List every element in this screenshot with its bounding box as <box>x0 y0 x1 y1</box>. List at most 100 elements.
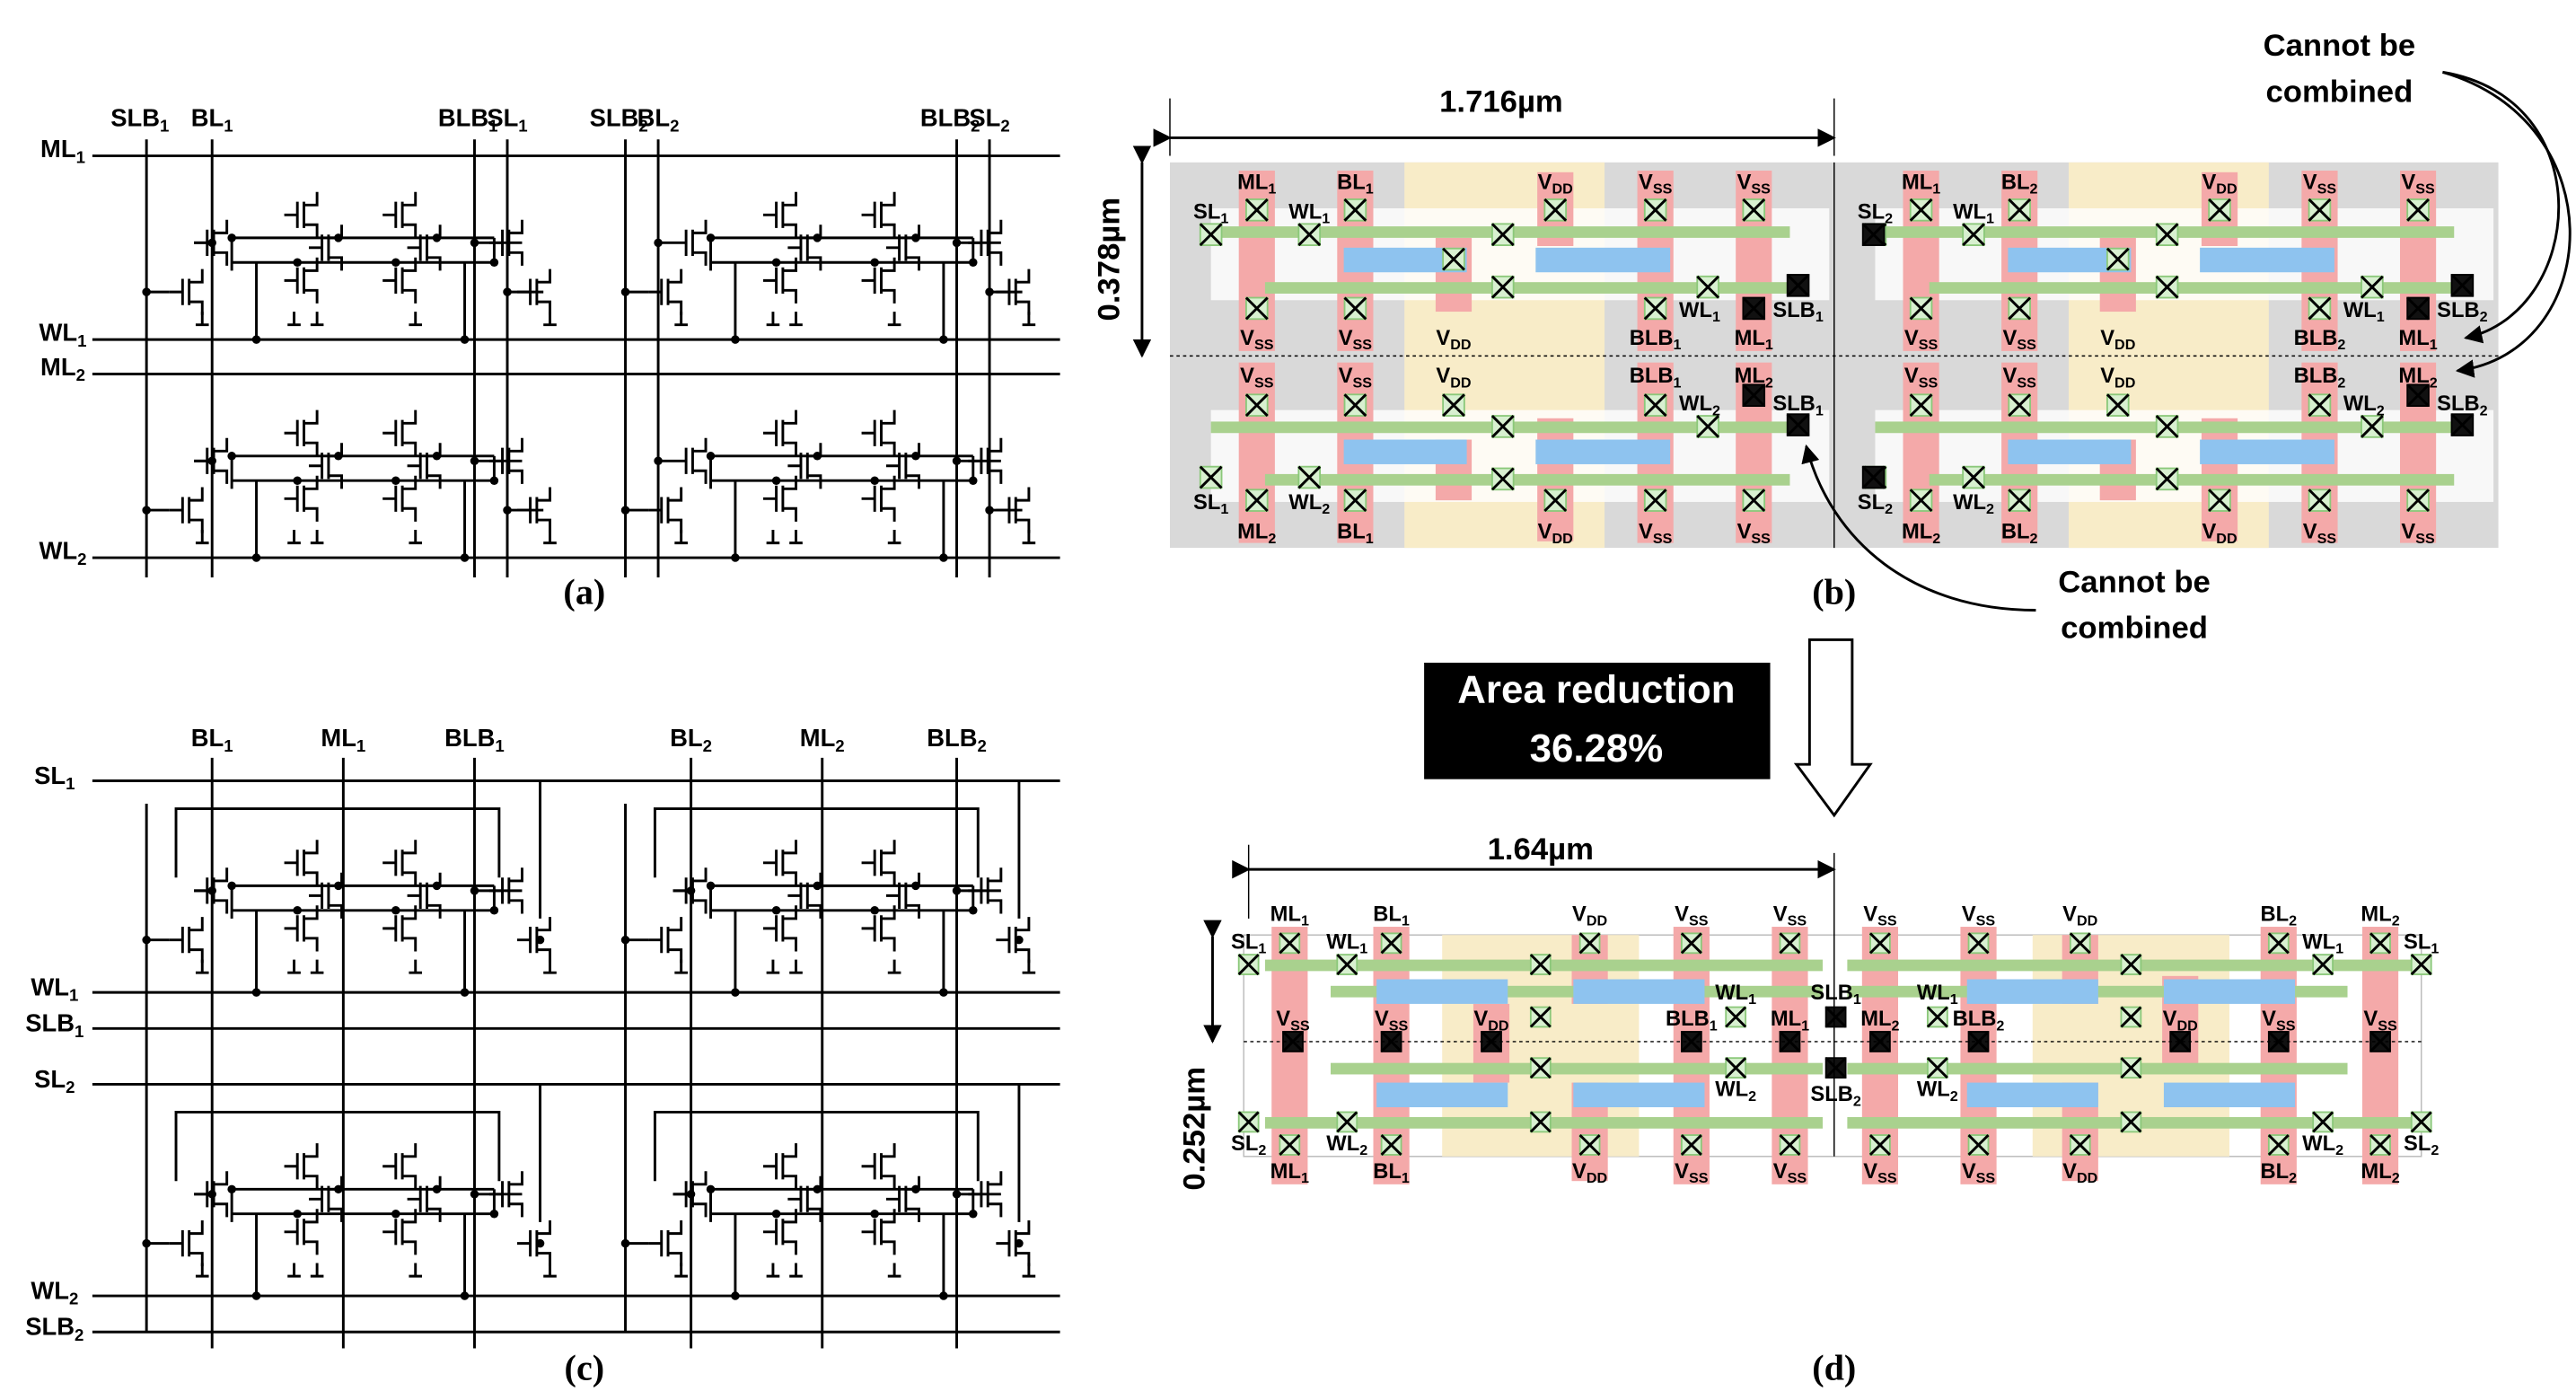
subscript: 1 <box>1322 211 1330 227</box>
layout-label: SL1 <box>2404 931 2439 957</box>
subscript: 1 <box>1366 531 1374 547</box>
junction <box>293 1210 301 1218</box>
junction <box>939 1291 947 1299</box>
subscript: DD <box>1552 181 1573 198</box>
subscript: SS <box>1751 181 1771 198</box>
transistor <box>382 192 416 238</box>
ground <box>767 530 780 543</box>
label-base: BL <box>1337 172 1366 195</box>
junction <box>687 886 695 894</box>
subscript: 1 <box>1359 941 1367 957</box>
subscript: DD <box>1450 338 1471 354</box>
label-base: SL <box>2404 1132 2431 1156</box>
subscript: DD <box>1488 1018 1508 1034</box>
subscript: 1 <box>1402 913 1410 929</box>
label-base: V <box>1904 327 1919 350</box>
label-base: BL <box>637 104 671 132</box>
ground <box>767 312 780 325</box>
label-base: V <box>1737 172 1752 195</box>
label-base: V <box>1773 903 1788 927</box>
signal-label: SLB1 <box>25 1009 84 1041</box>
label-base: WL <box>40 537 78 565</box>
ground <box>1023 960 1036 973</box>
transistor <box>862 1143 895 1189</box>
label-base: WL <box>2302 931 2335 955</box>
layout-label: VSS <box>1863 903 1897 929</box>
signal-label: WL2 <box>40 537 87 568</box>
reduction-text: 36.28% <box>1530 726 1664 770</box>
label-base: V <box>1240 327 1254 350</box>
label-base: ML <box>1771 1008 1801 1031</box>
subscript: DD <box>1450 375 1471 392</box>
junction <box>654 457 662 465</box>
subscript: 2 <box>2337 375 2345 392</box>
subscript: 2 <box>1322 501 1330 517</box>
label-base: V <box>1639 172 1653 195</box>
subscript: 1 <box>224 116 233 135</box>
subscript: 1 <box>1402 1170 1410 1186</box>
transistor <box>996 1220 1029 1266</box>
poly <box>1736 171 1772 351</box>
label-base: SL <box>969 104 1000 132</box>
dimension-label: 1.716µm <box>1439 84 1563 119</box>
label-base: BL <box>1373 903 1402 927</box>
junction <box>536 936 544 944</box>
subscript: 2 <box>2392 913 2400 929</box>
label-base: SLB <box>2437 299 2479 322</box>
ground <box>311 530 324 543</box>
ground <box>311 960 324 973</box>
label-base: ML <box>1735 327 1765 350</box>
signal-label: SL1 <box>34 762 75 793</box>
ground <box>196 1263 209 1277</box>
subscript: 1 <box>1765 338 1773 354</box>
metal2 <box>1573 1083 1704 1107</box>
label-base: V <box>1572 1160 1587 1184</box>
subscript: SS <box>1353 338 1373 354</box>
subscript: SS <box>1919 338 1939 354</box>
junction <box>470 239 479 247</box>
subscript: 1 <box>2335 941 2343 957</box>
transistor <box>763 410 796 456</box>
label-base: BLB <box>1630 365 1674 388</box>
signal-label: ML2 <box>40 353 85 384</box>
metal2 <box>1967 980 2098 1004</box>
signal-label: BLB2 <box>927 724 987 755</box>
ground <box>767 1263 780 1277</box>
ground <box>409 530 422 543</box>
junction <box>969 1210 977 1218</box>
transistor <box>285 840 318 885</box>
subscript: 2 <box>1359 1142 1367 1158</box>
subscript: DD <box>2176 1018 2197 1034</box>
subscript: SS <box>1290 1018 1310 1034</box>
ground <box>789 960 803 973</box>
subscript: 1 <box>1748 991 1756 1008</box>
label-base: BLB <box>1666 1008 1710 1031</box>
panel-caption: (c) <box>565 1347 605 1387</box>
label-base: ML <box>40 353 76 381</box>
junction <box>870 1210 878 1218</box>
label-base: V <box>2202 521 2216 544</box>
layout-label: VSS <box>1675 903 1709 929</box>
label-base: ML <box>1735 365 1765 388</box>
annotation: Cannot be <box>2058 565 2211 599</box>
subscript: SS <box>1353 375 1373 392</box>
subscript: 1 <box>1801 1018 1809 1034</box>
subscript: SS <box>1877 1170 1897 1186</box>
subscript: 2 <box>2392 1170 2400 1186</box>
subscript: SS <box>1919 375 1939 392</box>
signal-label: SL2 <box>34 1065 75 1096</box>
junction <box>870 259 878 267</box>
label-base: V <box>2363 1008 2378 1031</box>
junction <box>433 1185 441 1193</box>
junction <box>334 882 342 890</box>
junction <box>142 936 150 944</box>
subscript: 2 <box>1853 1094 1861 1110</box>
subscript: 2 <box>1950 1088 1958 1105</box>
junction <box>227 882 235 890</box>
ground <box>287 1263 301 1277</box>
junction <box>461 553 469 561</box>
label-base: BL <box>1373 1160 1402 1184</box>
transistor <box>673 438 707 484</box>
signal-label: SLB2 <box>25 1313 84 1344</box>
label-base: BL <box>2260 903 2289 927</box>
